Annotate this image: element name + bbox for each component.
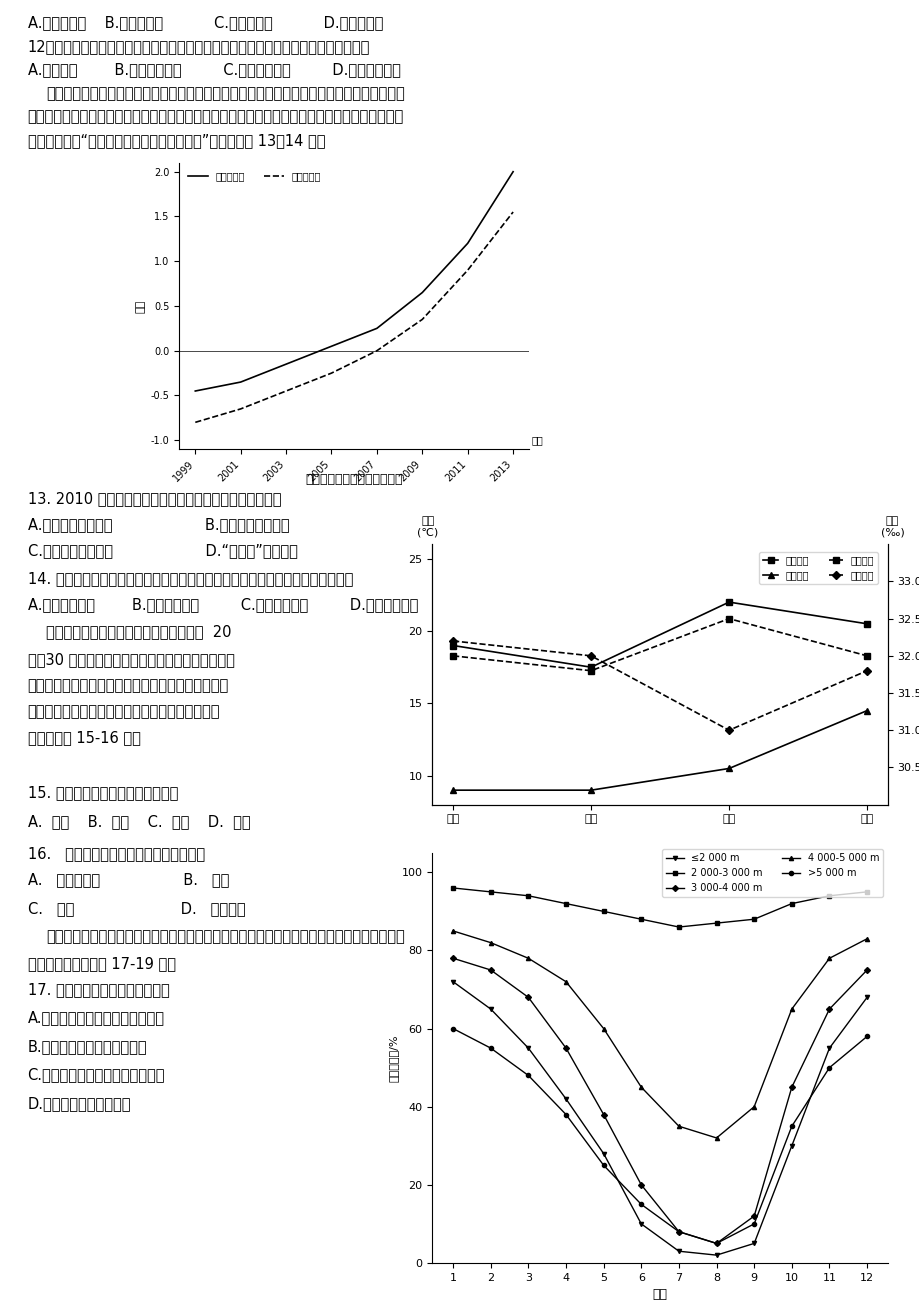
人口城市化	[235, 401, 246, 417]
Text: 地的下层海水表现为相对低温，称为黄海冷水团。: 地的下层海水表现为相对低温，称为黄海冷水团。	[28, 704, 220, 720]
Text: D.积雪覆盖率年际变化大: D.积雪覆盖率年际变化大	[28, 1096, 131, 1112]
下层水温	[448, 783, 459, 798]
Line: 人口城市化: 人口城市化	[195, 212, 513, 422]
下层盐度	[723, 723, 734, 738]
Legend: ≤2 000 m, 2 000-3 000 m, 3 000-4 000 m, 4 000-5 000 m, >5 000 m: ≤2 000 m, 2 000-3 000 m, 3 000-4 000 m, …	[662, 849, 882, 897]
Text: 年份: 年份	[531, 435, 543, 445]
Text: 现突变的水层），抑制了海水的上下对流，在海底洼: 现突变的水层），抑制了海水的上下对流，在海底洼	[28, 678, 229, 694]
人口城市化	[325, 366, 336, 381]
Text: A.调控城市规模        B.加速经济增长         C.控制人口流动         D.发展第三产业: A.调控城市规模 B.加速经济增长 C.控制人口流动 D.发展第三产业	[28, 598, 417, 613]
Text: B.海拔越高，积雪的面积越大: B.海拔越高，积雪的面积越大	[28, 1039, 147, 1055]
下层盐度	[585, 648, 596, 664]
Text: 为我国湖北省“土地城市化与人口城市化指数”。据此完成 13～14 题。: 为我国湖北省“土地城市化与人口城市化指数”。据此完成 13～14 题。	[28, 133, 324, 148]
Text: A.海拔越高，夏季积雪覆盖率越高: A.海拔越高，夏季积雪覆盖率越高	[28, 1010, 165, 1026]
Text: A.錢孔取样        B.湖水取样分析         C.植被分布调查         D.河流水文调查: A.錢孔取样 B.湖水取样分析 C.植被分布调查 D.河流水文调查	[28, 62, 400, 78]
Line: 上层水温: 上层水温	[449, 599, 869, 671]
土地城市化	[371, 320, 382, 336]
上层水温	[585, 659, 596, 674]
下层水温	[861, 703, 872, 719]
Y-axis label: 指数: 指数	[135, 299, 145, 312]
Legend: 上层水温, 下层水温, 上层盐度, 下层盐度: 上层水温, 下层水温, 上层盐度, 下层盐度	[758, 552, 878, 585]
Legend: 土地城市化, 人口城市化: 土地城市化, 人口城市化	[184, 168, 324, 185]
Line: 下层水温: 下层水温	[449, 708, 869, 793]
下层盐度	[448, 633, 459, 648]
Text: 16.   影响黄海海域表层水温的主要因素是: 16. 影响黄海海域表层水温的主要因素是	[28, 846, 205, 862]
上层水温	[861, 616, 872, 631]
下层盐度	[861, 663, 872, 678]
人口城市化	[371, 342, 382, 358]
下层水温	[585, 783, 596, 798]
人口城市化	[416, 311, 427, 327]
Text: A.  春季    B.  夏季    C.  秋季    D.  冬季: A. 春季 B. 夏季 C. 秋季 D. 冬季	[28, 814, 250, 829]
Text: 中土地城市化是以城市建成区面积为载体，人口城市化是以城市人口占总人口的比重为表征。下图: 中土地城市化是以城市建成区面积为载体，人口城市化是以城市人口占总人口的比重为表征…	[28, 109, 403, 125]
Text: 变化情况。据此完成 17-19 题。: 变化情况。据此完成 17-19 题。	[28, 956, 176, 971]
Text: A.   太阳高度角                  B.   洋流: A. 太阳高度角 B. 洋流	[28, 872, 229, 888]
Text: A.降水量增加    B.蒸发量减少           C.下渗量减少           D.径流量增加: A.降水量增加 B.蒸发量减少 C.下渗量减少 D.径流量增加	[28, 16, 382, 31]
Line: 上层盐度: 上层盐度	[449, 616, 869, 673]
Text: 温度
(℃): 温度 (℃)	[416, 516, 438, 538]
人口城市化	[189, 414, 200, 430]
Text: 15. 黄海温跃层表现最明显的季节是: 15. 黄海温跃层表现最明显的季节是	[28, 785, 177, 801]
Text: 读图，完成 15-16 题。: 读图，完成 15-16 题。	[28, 730, 141, 746]
Text: C.   盐度                       D.   海陆位置: C. 盐度 D. 海陆位置	[28, 901, 245, 917]
Text: 14. 为了避免湖北省城市化过程中土地城市化与人口城市化不协调发展，该省应该: 14. 为了避免湖北省城市化过程中土地城市化与人口城市化不协调发展，该省应该	[28, 572, 353, 587]
土地城市化	[235, 374, 246, 389]
Text: C.海拔越高，积雪覆盖率变化越大: C.海拔越高，积雪覆盖率变化越大	[28, 1068, 165, 1083]
上层盐度	[861, 648, 872, 664]
土地城市化	[280, 357, 291, 372]
Text: 米～30 米处，存在一个明显的温跃层（垂直方向出: 米～30 米处，存在一个明显的温跃层（垂直方向出	[28, 652, 234, 668]
人口城市化	[461, 263, 472, 279]
上层水温	[723, 594, 734, 609]
上层盐度	[448, 648, 459, 664]
Y-axis label: 积雪覆盖率/%: 积雪覆盖率/%	[389, 1034, 399, 1082]
土地城市化	[416, 285, 427, 301]
Line: 下层盐度: 下层盐度	[449, 638, 869, 733]
上层水温	[448, 638, 459, 654]
土地城市化	[507, 164, 518, 180]
Text: C.城乡均衡发展缩小                    D.“城中村”现象加剧: C.城乡均衡发展缩小 D.“城中村”现象加剧	[28, 543, 297, 559]
人口城市化	[507, 204, 518, 220]
上层盐度	[723, 611, 734, 626]
土地城市化	[461, 236, 472, 251]
Line: 土地城市化: 土地城市化	[195, 172, 513, 391]
土地城市化	[325, 339, 336, 354]
Text: 盐度
(‰): 盐度 (‰)	[879, 516, 903, 538]
人口城市化	[280, 383, 291, 398]
Text: 13. 2010 年后湖北省因土地、人口城市化的影响可能出现: 13. 2010 年后湖北省因土地、人口城市化的影响可能出现	[28, 491, 281, 506]
Text: 据地理工作者考察，在黄海中部海面以下  20: 据地理工作者考察，在黄海中部海面以下 20	[46, 624, 232, 639]
上层盐度	[585, 663, 596, 678]
Text: 天山山区不同海拔地带积雪覆异显著。下图为天山山区不同海拔地带多年平均积雪覆盖率季节: 天山山区不同海拔地带积雪覆异显著。下图为天山山区不同海拔地带多年平均积雪覆盖率季…	[46, 930, 404, 945]
Text: A.城市热岛效应减弱                    B.市民通勤成本下降: A.城市热岛效应减弱 B.市民通勤成本下降	[28, 517, 289, 533]
Text: 土地城市化与人口城市化指数: 土地城市化与人口城市化指数	[305, 473, 403, 486]
土地城市化	[189, 383, 200, 398]
Text: 17. 天山不同海拔积雪变化规律为: 17. 天山不同海拔积雪变化规律为	[28, 982, 169, 997]
X-axis label: 月份: 月份	[652, 1288, 667, 1301]
Text: 根据新型城市化内涵将城市化细分为人口城市化、经济城市化、社会城市化、土地城市化。其: 根据新型城市化内涵将城市化细分为人口城市化、经济城市化、社会城市化、土地城市化。…	[46, 86, 404, 102]
Text: 12．为研究苏干湖流域千百年来自然环境演替，科学工作者采取的研究方法较科学的是: 12．为研究苏干湖流域千百年来自然环境演替，科学工作者采取的研究方法较科学的是	[28, 39, 369, 55]
下层水温	[723, 760, 734, 776]
